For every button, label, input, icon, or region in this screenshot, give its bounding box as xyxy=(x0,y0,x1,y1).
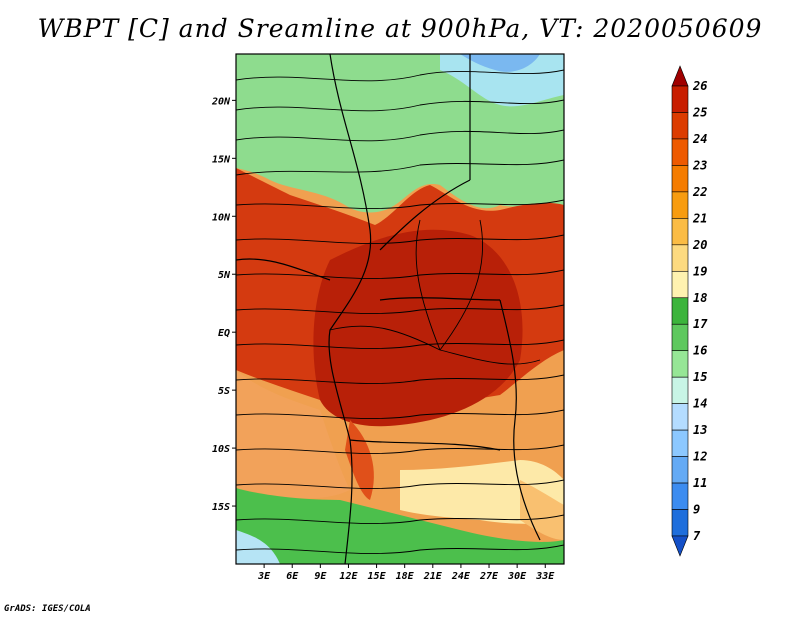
colorbar-label: 12 xyxy=(693,450,707,464)
colorbar-segment xyxy=(671,165,689,193)
x-tick-label: 6E xyxy=(286,571,299,582)
colorbar-segment xyxy=(671,244,689,272)
colorbar-segment xyxy=(671,403,689,431)
colorbar-segment xyxy=(671,350,689,378)
y-tick-label: 20N xyxy=(211,96,231,107)
colorbar-segment xyxy=(671,65,689,87)
x-axis: 3E 6E 9E 12E 15E 18E 21E 24E 27E 30E 33E xyxy=(257,564,555,582)
colorbar-segment xyxy=(671,323,689,352)
colorbar-label: 11 xyxy=(693,476,707,490)
x-tick-label: 27E xyxy=(479,571,499,582)
map-frame xyxy=(235,53,565,565)
colorbar-label: 17 xyxy=(693,317,708,331)
colorbar-segment xyxy=(671,112,689,140)
streamlines xyxy=(236,69,564,554)
colorbar-segment xyxy=(671,297,689,325)
colorbar-segment xyxy=(671,376,689,404)
x-tick-label: 3E xyxy=(257,571,271,582)
colorbar-label: 24 xyxy=(692,132,707,146)
y-tick-label: 15S xyxy=(212,502,230,513)
colorbar-label: 23 xyxy=(692,158,707,172)
colorbar: 26 25 24 23 22 21 20 19 18 17 16 15 14 13 12 11 9 7 xyxy=(671,65,708,557)
y-axis: 20N 15N 10N 5N EQ 5S 10S 15S xyxy=(211,96,236,513)
colorbar-segment xyxy=(671,509,689,537)
colorbar-segment xyxy=(671,218,689,246)
colorbar-segment xyxy=(671,191,689,219)
x-tick-label: 33E xyxy=(535,571,555,582)
x-tick-label: 15E xyxy=(368,571,387,582)
colorbar-label: 18 xyxy=(693,291,707,305)
colorbar-label: 26 xyxy=(692,79,707,93)
colorbar-segment xyxy=(671,85,689,113)
colorbar-label: 14 xyxy=(693,397,707,411)
colorbar-segment xyxy=(671,270,689,299)
colorbar-label: 7 xyxy=(693,529,701,543)
x-tick-label: 12E xyxy=(339,571,358,582)
y-tick-label: 5N xyxy=(218,270,231,281)
colorbar-label: 21 xyxy=(692,211,707,225)
colorbar-segment xyxy=(671,138,689,166)
colorbar-label: 9 xyxy=(693,503,700,517)
colorbar-label: 22 xyxy=(692,185,707,199)
colorbar-label: 25 xyxy=(692,105,707,119)
x-tick-label: 18E xyxy=(396,571,415,582)
colorbar-label: 13 xyxy=(693,423,707,437)
colorbar-label: 15 xyxy=(693,370,707,384)
y-tick-label: EQ xyxy=(218,328,230,339)
y-tick-label: 10S xyxy=(212,444,230,455)
y-tick-label: 10N xyxy=(212,212,231,223)
colorbar-segment xyxy=(671,429,689,457)
colorbar-segment xyxy=(671,535,689,557)
colorbar-label: 20 xyxy=(692,238,707,252)
x-tick-label: 24E xyxy=(451,571,471,582)
y-tick-label: 15N xyxy=(212,154,231,165)
colorbar-segment xyxy=(671,456,689,484)
chart-title: WBPT [C] and Sreamline at 900hPa, VT: 20… xyxy=(37,14,763,43)
colorbar-label: 19 xyxy=(693,264,707,278)
country-borders xyxy=(236,54,541,564)
colorbar-label: 16 xyxy=(693,344,707,358)
colorbar-segment xyxy=(671,482,689,510)
x-tick-label: 9E xyxy=(314,571,327,582)
credit-text: GrADS: IGES/COLA xyxy=(4,604,91,614)
y-tick-label: 5S xyxy=(218,386,230,397)
x-tick-label: 21E xyxy=(423,571,443,582)
x-tick-label: 30E xyxy=(507,571,527,582)
